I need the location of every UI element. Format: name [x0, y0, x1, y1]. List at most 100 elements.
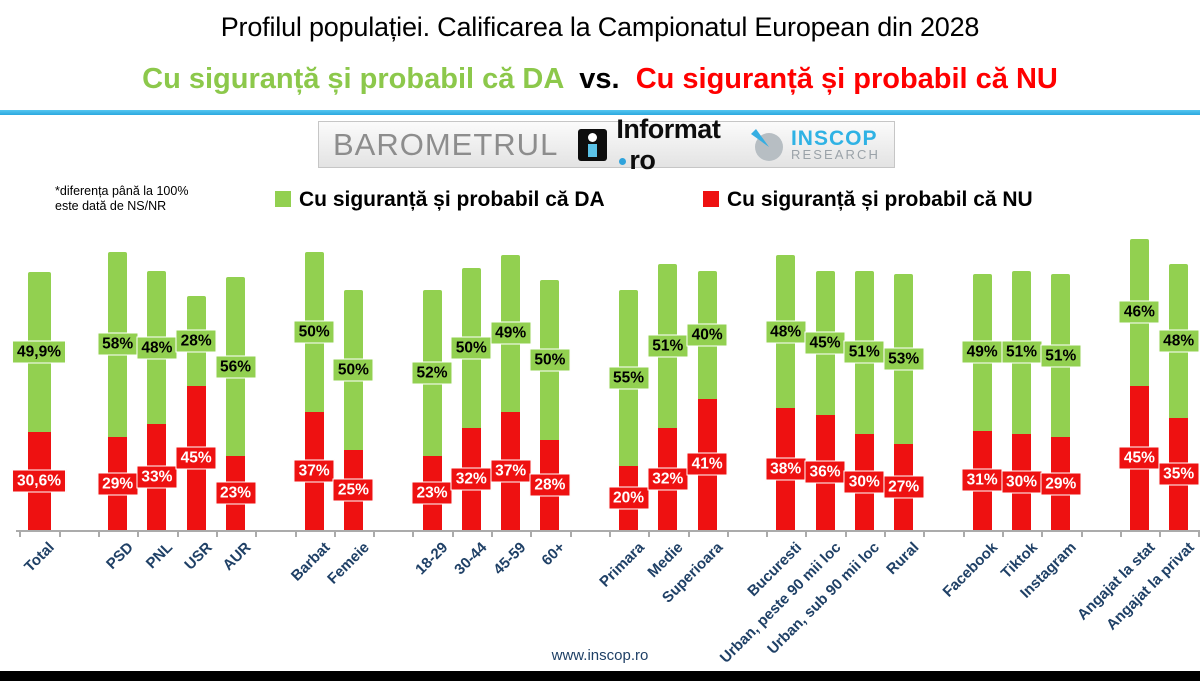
value-label-no: 37% [490, 459, 532, 483]
legend-label-yes: Cu siguranță și probabil că DA [299, 188, 605, 211]
value-label-yes: 48% [1158, 329, 1200, 353]
value-label-no: 45% [175, 446, 217, 470]
value-label-no: 33% [136, 465, 178, 489]
axis-tick [608, 530, 611, 537]
informat-wordmark: Informatro [616, 113, 721, 175]
value-label-no: 30% [843, 470, 885, 494]
value-label-no: 25% [332, 478, 374, 502]
x-axis-label: 60+ [538, 539, 569, 570]
value-label-no: 23% [411, 481, 453, 505]
subtitle-vs: vs. [579, 63, 620, 95]
logo-strip: BAROMETRUL Informatro INSCOP RESEARCH [318, 114, 895, 175]
axis-tick [215, 530, 218, 537]
inscop-logo: INSCOP RESEARCH [750, 127, 880, 163]
website-link: www.inscop.ro [551, 647, 649, 664]
informat-dot-icon [588, 132, 598, 142]
axis-tick [1159, 530, 1162, 537]
axis-tick [530, 530, 533, 537]
axis-tick [451, 530, 454, 537]
axis-tick [648, 530, 651, 537]
footnote: *diferența până la 100% este dată de NS/… [55, 184, 189, 213]
x-axis-label: Total [21, 539, 59, 576]
informat-logo: Informatro [578, 114, 730, 176]
value-label-no: 45% [1118, 446, 1160, 470]
axis-tick [569, 530, 572, 537]
value-label-yes: 50% [529, 348, 571, 372]
value-label-yes: 28% [175, 329, 217, 353]
value-label-no: 32% [450, 467, 492, 491]
value-label-yes: 51% [843, 340, 885, 364]
value-label-no: 29% [97, 472, 139, 496]
axis-tick [687, 530, 690, 537]
informat-logo-icon [578, 128, 608, 161]
x-axis-label: Rural [883, 539, 923, 579]
x-axis-label: PSD [102, 539, 137, 573]
page-title: Profilul populației. Calificarea la Camp… [220, 12, 980, 42]
barometrul-logo: BAROMETRUL [333, 126, 559, 162]
axis-tick [294, 530, 297, 537]
axis-tick [373, 530, 376, 537]
legend-item-yes: Cu siguranță și probabil că DA [275, 188, 605, 212]
value-label-yes: 48% [765, 320, 807, 344]
value-label-no: 28% [529, 473, 571, 497]
value-label-no: 36% [804, 460, 846, 484]
axis-tick [1198, 530, 1200, 537]
value-label-yes: 50% [332, 358, 374, 382]
subtitle-no: Cu siguranță și probabil că NU [635, 63, 1058, 95]
subtitle: Cu siguranță și probabil că DA vs. Cu si… [0, 63, 1200, 96]
value-label-no: 27% [883, 475, 925, 499]
axis-tick [137, 530, 140, 537]
axis-tick [1080, 530, 1083, 537]
axis-tick [844, 530, 847, 537]
axis-tick [255, 530, 258, 537]
legend-item-no: Cu siguranță și probabil că NU [703, 188, 1033, 212]
value-label-no: 30,6% [12, 469, 66, 493]
axis-tick [1041, 530, 1044, 537]
axis-tick [333, 530, 336, 537]
value-label-yes: 40% [686, 323, 728, 347]
value-label-no: 32% [647, 467, 689, 491]
axis-tick [962, 530, 965, 537]
value-label-yes: 48% [136, 336, 178, 360]
value-label-yes: 55% [607, 366, 650, 390]
inscop-wordmark: INSCOP RESEARCH [790, 126, 880, 162]
legend-swatch-no-icon [703, 191, 719, 207]
value-label-no: 20% [607, 486, 650, 510]
informat-bar-icon [588, 143, 598, 157]
x-axis-label: Facebook [939, 539, 1002, 601]
axis-tick [491, 530, 493, 537]
value-label-yes: 52% [411, 361, 453, 385]
value-label-no: 23% [214, 481, 257, 505]
x-axis-label: 30-44 [451, 539, 491, 579]
legend-label-no: Cu siguranță și probabil că NU [727, 188, 1033, 211]
axis-tick [805, 530, 808, 537]
value-label-yes: 49% [490, 321, 532, 345]
inscop-compass-icon [750, 128, 783, 161]
x-axis-label: AUR [219, 539, 255, 575]
divider-line [0, 110, 1200, 115]
value-label-yes: 49% [961, 340, 1003, 364]
axis-tick [923, 530, 926, 537]
x-axis-label: 45-59 [490, 539, 530, 579]
value-label-no: 37% [293, 459, 335, 483]
axis-tick [19, 530, 22, 537]
axis-tick [726, 530, 729, 537]
axis-tick [766, 530, 769, 537]
value-label-no: 38% [765, 457, 807, 481]
axis-tick [1001, 530, 1004, 537]
axis-tick [412, 530, 415, 537]
value-label-yes: 51% [1040, 344, 1082, 368]
value-label-no: 30% [1000, 470, 1043, 494]
axis-tick [884, 530, 886, 537]
axis-tick [58, 530, 61, 537]
axis-tick [98, 530, 100, 537]
value-label-no: 35% [1158, 462, 1200, 486]
value-label-no: 31% [961, 468, 1003, 492]
axis-tick [1119, 530, 1122, 537]
value-label-no: 41% [686, 452, 728, 476]
value-label-yes: 58% [97, 332, 139, 356]
value-label-yes: 50% [293, 320, 335, 344]
x-axis-label: PNL [142, 539, 176, 573]
